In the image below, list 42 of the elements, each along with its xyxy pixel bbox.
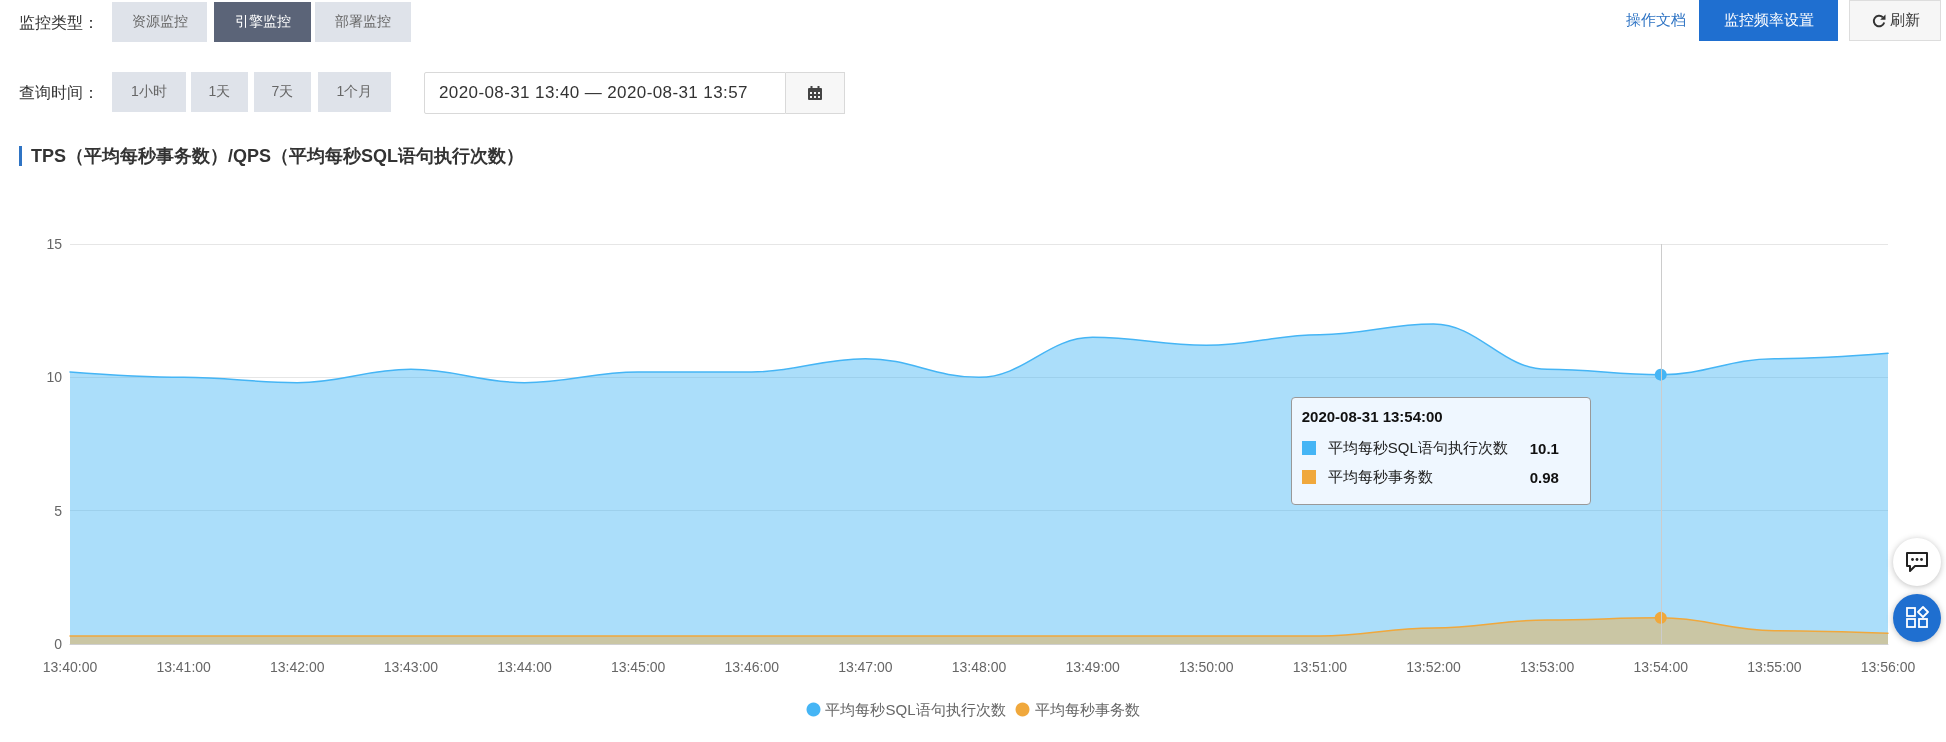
chart-title: TPS（平均每秒事务数）/QPS（平均每秒SQL语句执行次数） [19, 146, 525, 166]
x-tick-label: 13:47:00 [838, 659, 893, 675]
x-tick-label: 13:49:00 [1065, 659, 1121, 675]
button: 1小时 [112, 72, 186, 112]
x-tick-label: 13:43:00 [383, 659, 439, 675]
x-tick-label: 13:52:00 [1406, 659, 1461, 675]
button: 7天 [254, 72, 311, 112]
x-tick-label: 13:42:00 [270, 659, 325, 675]
y-tick-label: 15 [46, 236, 63, 252]
x-tick-label: 13:53:00 [1519, 659, 1575, 675]
x-tick-label: 13:56:00 [1860, 659, 1916, 675]
button: 部署监控 [315, 2, 411, 42]
button: 引擎监控 [214, 2, 311, 42]
legend-label: 平均每秒事务数 [1034, 701, 1140, 718]
text: 平均每秒SQL语句执行次数 [825, 701, 1006, 718]
x-tick-label: 13:45:00 [610, 659, 666, 675]
x-tick-label: 13:54:00 [1633, 659, 1689, 675]
x-tick-label: 13:41:00 [156, 659, 212, 675]
button: 1天 [191, 72, 248, 112]
x-tick-label: 13:44:00 [497, 659, 552, 675]
button: 资源监控 [112, 2, 207, 42]
date-field: 2020-08-31 13:40 — 2020-08-31 13:57 [424, 72, 786, 114]
x-tick-label: 13:55:00 [1747, 659, 1802, 675]
x-tick-label: 13:51:00 [1292, 659, 1348, 675]
annotation: 0.98 [1529, 468, 1560, 486]
text: 监控类型： [19, 12, 99, 33]
y-tick-label: 0 [54, 636, 63, 652]
button: 监控频率设置 [1699, 0, 1838, 41]
x-tick-label: 13:48:00 [951, 659, 1007, 675]
x-tick-label: 13:40:00 [42, 659, 98, 675]
x-tick-label: 13:46:00 [724, 659, 780, 675]
annotation: 2020-08-31 13:54:00 [1301, 407, 1444, 425]
text: 操作文档 [1626, 10, 1686, 30]
text: 查询时间： [19, 82, 99, 103]
text: 平均每秒事务数 [1327, 467, 1433, 485]
button: 1个月 [318, 72, 391, 112]
legend-label: 平均每秒SQL语句执行次数 [1327, 438, 1508, 458]
annotation: 10.1 [1529, 439, 1560, 457]
x-tick-label: 13:50:00 [1179, 659, 1234, 675]
y-tick-label: 5 [54, 502, 63, 519]
y-tick-label: 10 [46, 369, 63, 386]
button: 刷新 [1849, 0, 1941, 41]
